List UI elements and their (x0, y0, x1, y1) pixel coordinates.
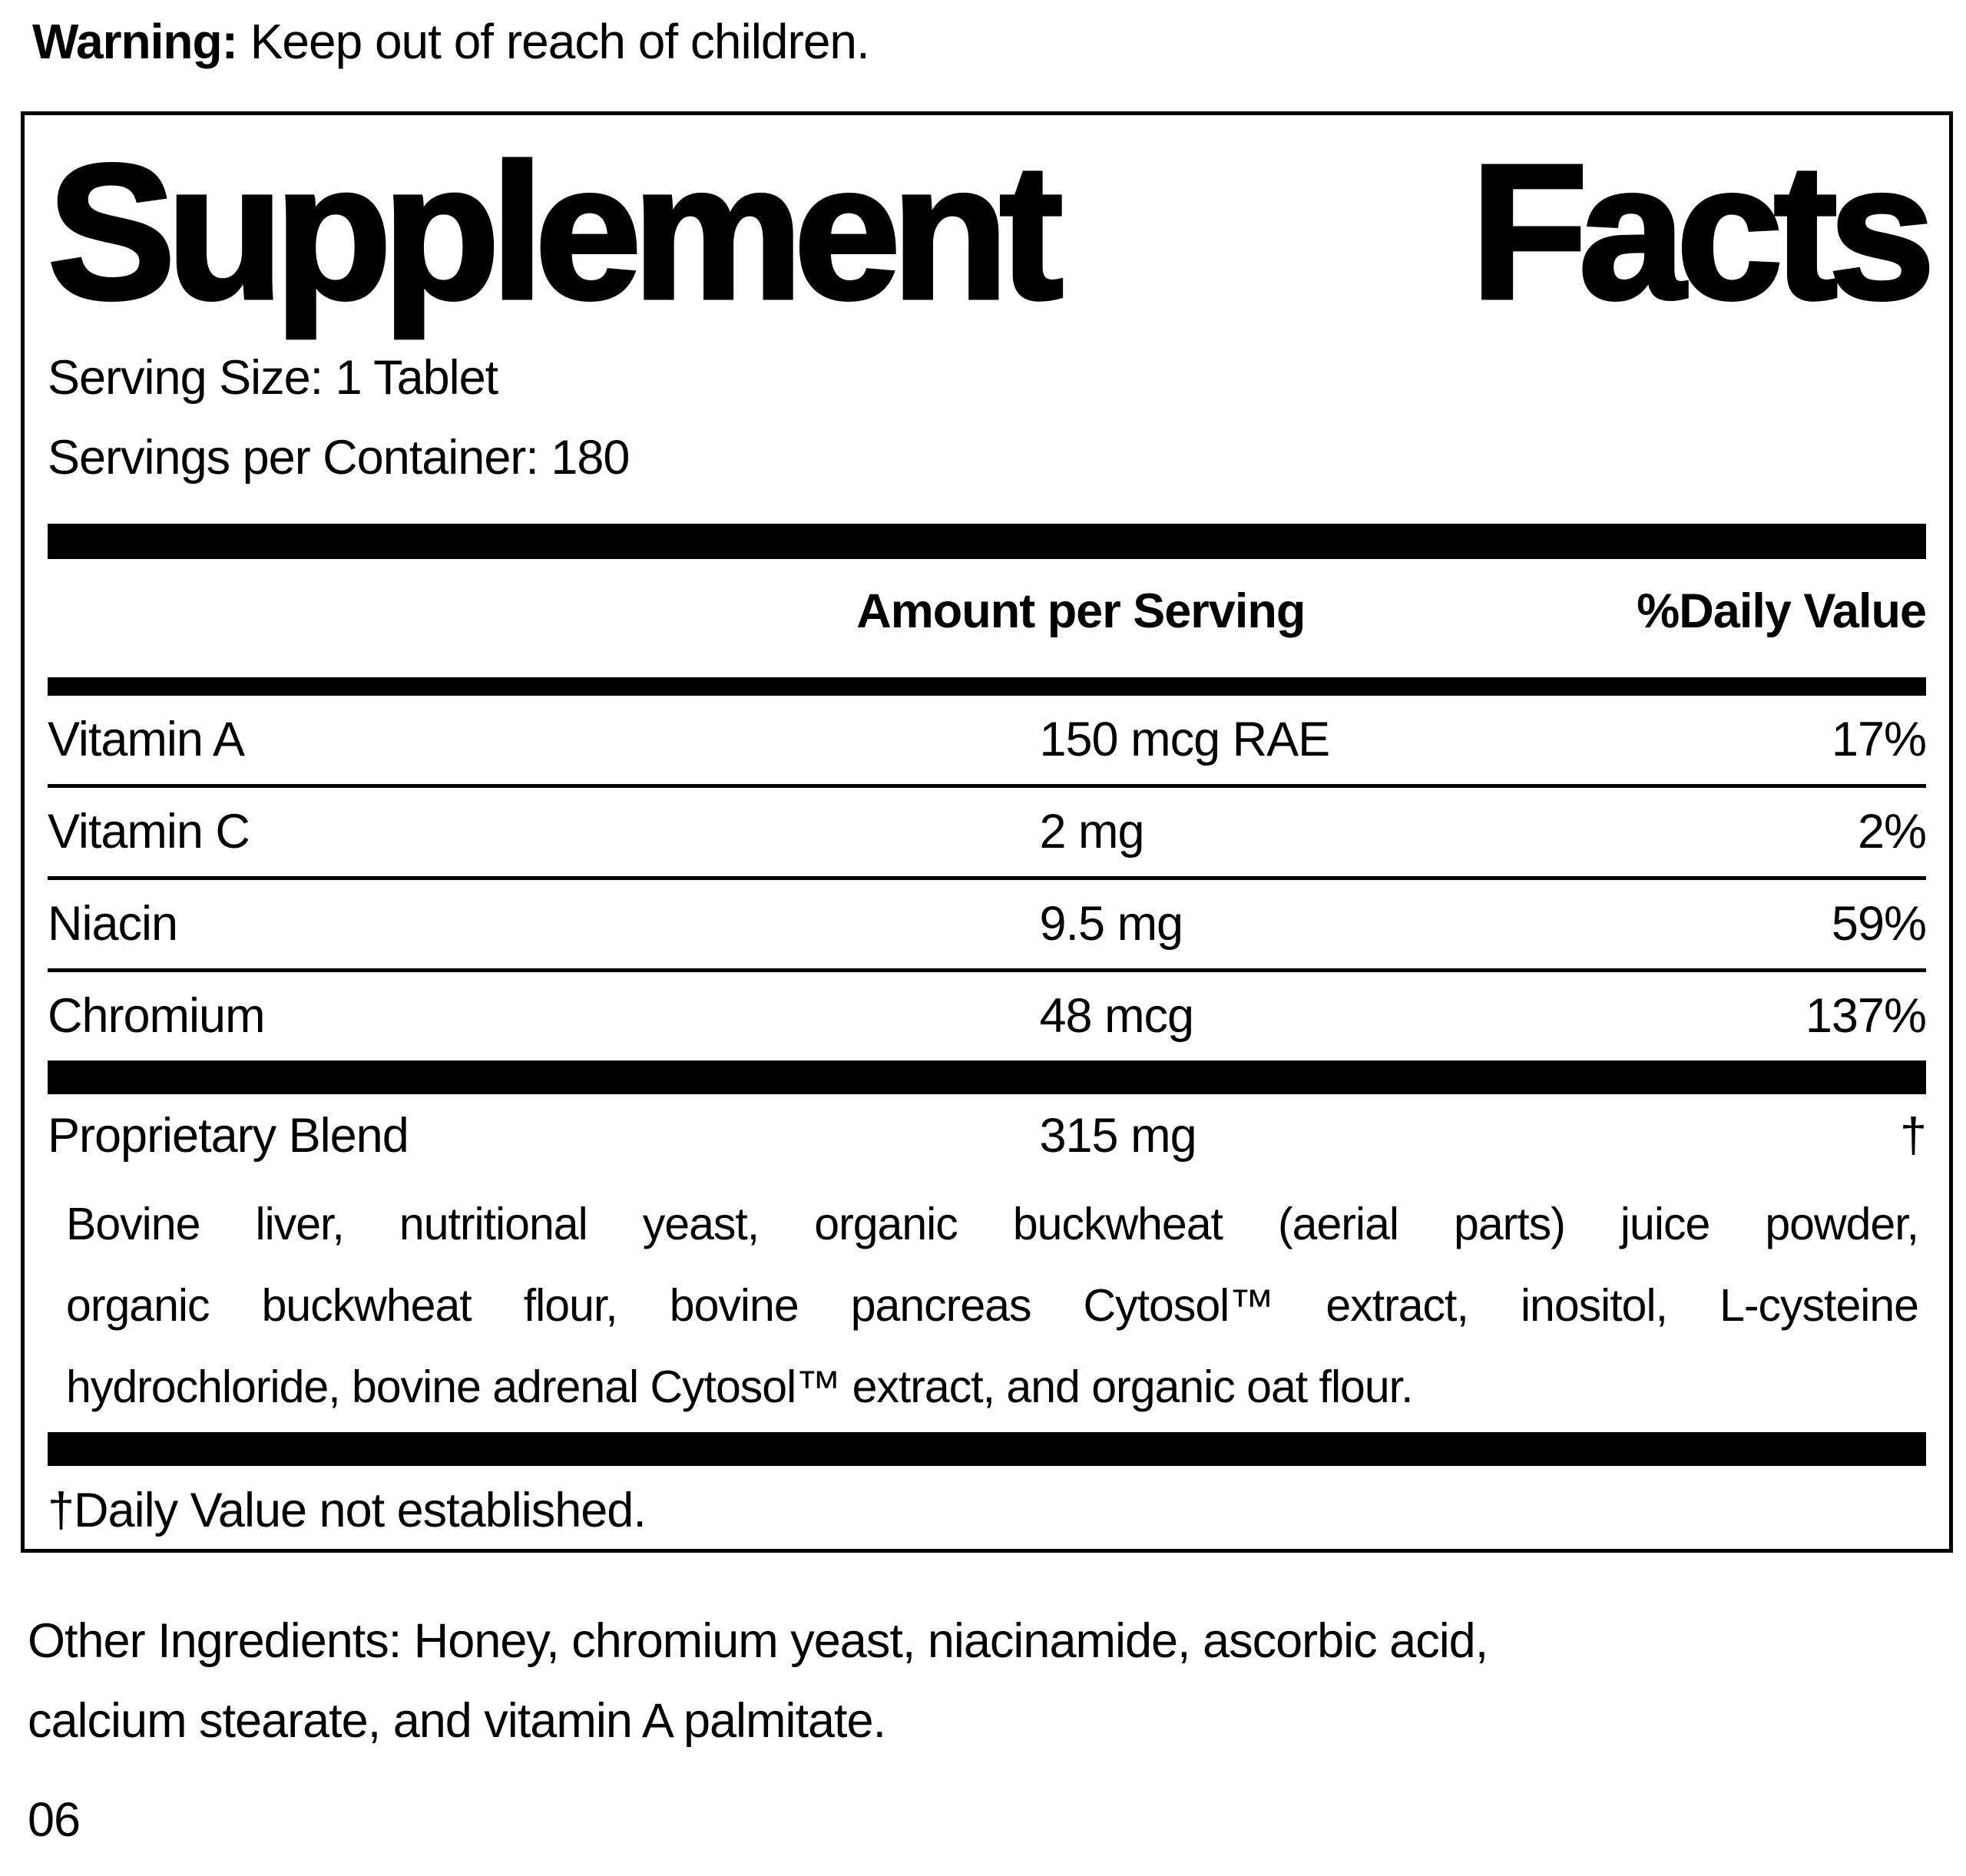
table-row: Chromium 48 mcg 137% (48, 972, 1927, 1060)
nutrient-amount: 48 mcg (1039, 989, 1194, 1043)
blend-description-line: Bovine liver, nutritional yeast, organic… (66, 1199, 1919, 1249)
servings-per-container: Servings per Container: 180 (48, 431, 630, 485)
blend-description-line: organic buckwheat flour, bovine pancreas… (66, 1280, 1919, 1331)
divider-bar-thick-top (48, 524, 1926, 559)
table-row: Vitamin A 150 mcg RAE 17% (48, 696, 1927, 788)
table-row: Niacin 9.5 mg 59% (48, 880, 1927, 972)
nutrient-daily-value: 2% (1857, 805, 1927, 859)
blend-description: Bovine liver, nutritional yeast, organic… (48, 1183, 1926, 1428)
table-header-row: Amount per Serving %Daily Value (48, 579, 1927, 644)
warning-label: Warning: (32, 14, 238, 69)
nutrient-daily-value: 59% (1831, 897, 1927, 951)
other-ingredients: Other Ingredients: Honey, chromium yeast… (28, 1601, 1932, 1761)
nutrient-daily-value: 137% (1805, 989, 1927, 1043)
nutrient-daily-value: 17% (1831, 713, 1927, 766)
blend-description-line: hydrochloride, bovine adrenal Cytosol™ e… (66, 1362, 1413, 1412)
warning-text: Warning: Keep out of reach of children. (32, 11, 870, 72)
blend-dagger: † (1899, 1109, 1927, 1163)
other-ingredients-line: Other Ingredients: Honey, chromium yeast… (28, 1614, 1488, 1668)
warning-message: Keep out of reach of children. (237, 14, 870, 69)
nutrient-name: Vitamin A (48, 713, 245, 766)
nutrient-name: Chromium (48, 989, 266, 1043)
table-row: Vitamin C 2 mg 2% (48, 788, 1927, 880)
proprietary-blend-row: Proprietary Blend 315 mg † (48, 1105, 1927, 1166)
panel-title-word-1: Supplement (46, 124, 1066, 339)
panel-title-word-2: Facts (1468, 124, 1937, 339)
footer-code: 06 (28, 1793, 81, 1847)
daily-value-footnote: †Daily Value not established. (48, 1484, 647, 1537)
panel-title: Supplement Facts (46, 124, 1938, 339)
header-daily-value: %Daily Value (1637, 584, 1927, 638)
blend-amount: 315 mg (1039, 1109, 1196, 1163)
divider-bar-medium (48, 677, 1926, 696)
divider-bar-thick-bottom (48, 1432, 1926, 1466)
other-ingredients-line: calcium stearate, and vitamin A palmitat… (28, 1694, 886, 1748)
serving-size: Serving Size: 1 Tablet (48, 351, 498, 405)
nutrient-name: Vitamin C (48, 805, 250, 859)
nutrient-name: Niacin (48, 897, 178, 951)
nutrient-amount: 150 mcg RAE (1039, 713, 1330, 766)
nutrient-amount: 2 mg (1039, 805, 1144, 859)
supplement-facts-panel: Supplement Facts Serving Size: 1 Tablet … (21, 111, 1953, 1553)
divider-bar-thick-middle (48, 1060, 1926, 1094)
nutrient-amount: 9.5 mg (1039, 897, 1183, 951)
header-amount-per-serving: Amount per Serving (856, 584, 1306, 638)
blend-name: Proprietary Blend (48, 1109, 409, 1163)
